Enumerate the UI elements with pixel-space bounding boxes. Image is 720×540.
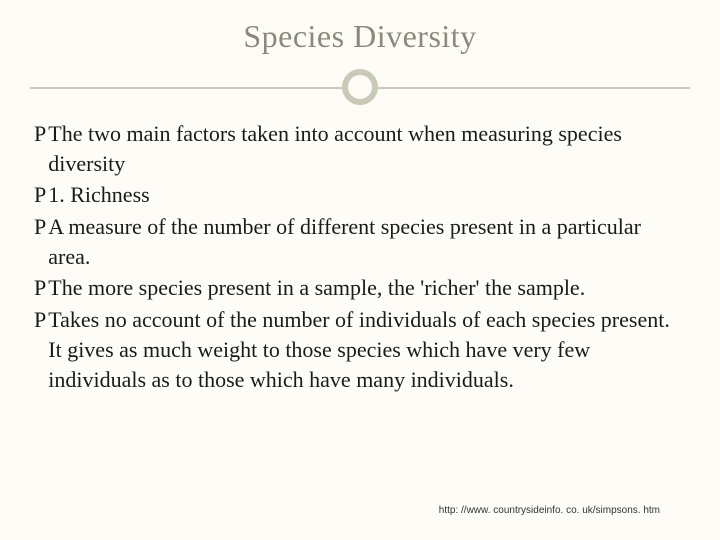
slide-title: Species Diversity — [30, 18, 690, 55]
bullet-text: The two main factors taken into account … — [48, 119, 686, 178]
bullet-item: P A measure of the number of different s… — [34, 212, 686, 271]
bullet-text: The more species present in a sample, th… — [48, 273, 585, 303]
divider-circle-icon — [342, 69, 378, 105]
bullet-text: 1. Richness — [48, 180, 149, 210]
bullet-icon: P — [34, 305, 46, 335]
bullet-text: A measure of the number of different spe… — [48, 212, 686, 271]
bullet-icon: P — [34, 212, 46, 242]
bullet-item: P 1. Richness — [34, 180, 686, 210]
bullet-item: P Takes no account of the number of indi… — [34, 305, 686, 394]
slide-body: P The two main factors taken into accoun… — [30, 119, 690, 394]
bullet-icon: P — [34, 273, 46, 303]
bullet-item: P The two main factors taken into accoun… — [34, 119, 686, 178]
title-divider — [30, 69, 690, 109]
slide-container: Species Diversity P The two main factors… — [0, 0, 720, 540]
bullet-icon: P — [34, 180, 46, 210]
bullet-text: Takes no account of the number of indivi… — [48, 305, 686, 394]
footer-url: http: //www. countrysideinfo. co. uk/sim… — [439, 505, 660, 516]
bullet-icon: P — [34, 119, 46, 149]
bullet-item: P The more species present in a sample, … — [34, 273, 686, 303]
